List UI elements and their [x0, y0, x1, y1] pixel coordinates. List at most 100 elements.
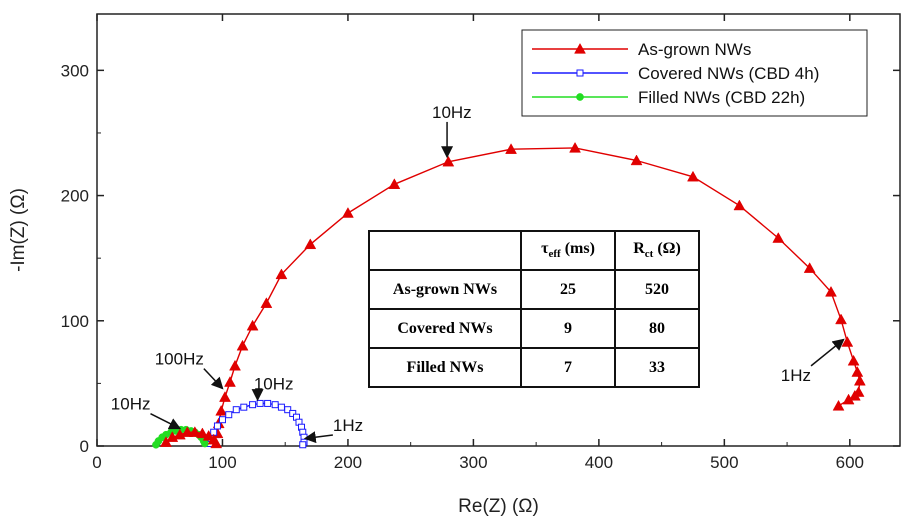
table-cell-tau: 25: [520, 269, 616, 310]
data-point: [687, 170, 699, 182]
table-cell-sample: Filled NWs: [368, 347, 522, 388]
annotation-arrow: [150, 413, 182, 430]
annotation-label: 10Hz: [254, 375, 294, 394]
data-point: [505, 143, 517, 154]
table-cell-sample: As-grown NWs: [368, 269, 522, 310]
data-point: [260, 297, 273, 308]
data-point: [275, 268, 288, 280]
data-point: [246, 319, 259, 331]
data-point: [841, 336, 854, 347]
data-point: [210, 437, 223, 449]
data-point: [181, 426, 194, 437]
annotation-label: 10Hz: [432, 103, 472, 122]
data-point: [188, 426, 201, 437]
data-point: [232, 406, 240, 414]
x-tick-label: 0: [92, 453, 101, 472]
table-cell-rct: 33: [614, 347, 700, 388]
data-point: [733, 199, 746, 211]
table-cell-rct: 80: [614, 308, 700, 349]
annotation-arrow: [303, 431, 333, 444]
data-point: [772, 232, 785, 243]
series-3: [160, 426, 223, 449]
legend-item: Filled NWs (CBD 22h): [532, 88, 805, 107]
data-point: [213, 422, 221, 430]
table-cell-sample: Covered NWs: [368, 308, 522, 349]
y-tick-label: 200: [61, 187, 89, 206]
annotation-label: 100Hz: [155, 350, 204, 369]
legend-marker: [576, 69, 584, 77]
data-point: [299, 441, 307, 449]
data-point: [442, 155, 455, 167]
x-tick-label: 300: [459, 453, 487, 472]
annotation-label: 1Hz: [333, 416, 363, 435]
legend-item: Covered NWs (CBD 4h): [532, 64, 819, 83]
data-point: [215, 404, 228, 416]
legend-item: As-grown NWs: [532, 40, 751, 59]
table-cell-tau: 9: [520, 308, 616, 349]
data-point: [256, 399, 264, 407]
table-row: Covered NWs 9 80: [368, 308, 700, 349]
data-point: [630, 154, 643, 166]
y-tick-label: 100: [61, 312, 89, 331]
data-point: [196, 427, 209, 439]
x-tick-label: 100: [208, 453, 236, 472]
data-point: [832, 399, 845, 411]
table-header-row: τeff (ms) Rct (Ω): [368, 230, 700, 271]
data-point: [219, 391, 231, 402]
annotations: 10Hz 1Hz 100Hz 10Hz 1Hz 10Hz: [111, 103, 845, 444]
legend-marker: [576, 93, 584, 101]
legend-label: As-grown NWs: [638, 40, 751, 59]
series-layer: [152, 141, 866, 449]
data-point: [803, 262, 816, 273]
data-point: [236, 339, 249, 351]
data-point: [225, 411, 233, 419]
x-axis-title: Re(Z) (Ω): [458, 496, 539, 517]
data-point: [229, 359, 241, 371]
y-axis-title: -Im(Z) (Ω): [8, 188, 29, 272]
data-point: [224, 376, 236, 387]
data-point: [825, 285, 837, 297]
x-tick-label: 200: [334, 453, 362, 472]
y-tick-label: 300: [61, 61, 89, 80]
annotation-arrow: [810, 338, 845, 367]
legend: As-grown NWs Covered NWs (CBD 4h) Filled N…: [521, 29, 868, 117]
x-tick-label: 400: [585, 453, 613, 472]
legend-label: Filled NWs (CBD 22h): [638, 88, 805, 107]
data-point: [284, 406, 292, 414]
plot-frame: [96, 13, 901, 447]
table-row: Filled NWs 7 33: [368, 347, 700, 388]
data-point: [240, 403, 248, 411]
data-point: [342, 207, 354, 218]
parameters-table: τeff (ms) Rct (Ω) As-grown NWs 25 520 Co…: [368, 230, 700, 388]
annotation-label: 10Hz: [111, 395, 151, 414]
data-point: [271, 401, 279, 409]
table-cell-rct: 520: [614, 269, 700, 310]
table-header-tau: τeff (ms): [520, 230, 616, 271]
data-point: [388, 178, 401, 189]
data-point: [201, 439, 209, 448]
data-point: [847, 354, 860, 366]
data-point: [569, 141, 581, 153]
data-point: [835, 313, 847, 325]
table-header-rct: Rct (Ω): [614, 230, 700, 271]
data-point: [852, 386, 865, 397]
data-point: [264, 399, 272, 407]
data-point: [277, 403, 285, 411]
data-point: [304, 238, 317, 250]
annotation-arrow: [203, 368, 224, 390]
data-point: [249, 401, 257, 409]
y-tick-label: 0: [80, 437, 89, 456]
table-row: As-grown NWs 25 520: [368, 269, 700, 310]
legend-label: Covered NWs (CBD 4h): [638, 64, 819, 83]
annotation-label: 1Hz: [781, 366, 811, 385]
table-cell-tau: 7: [520, 347, 616, 388]
x-tick-label: 500: [710, 453, 738, 472]
legend-marker: [574, 42, 586, 54]
series-1: [206, 399, 308, 449]
x-tick-label: 600: [836, 453, 864, 472]
data-point: [289, 409, 297, 417]
axes: 0 100 200 300 400 500 600 0 100 200 300: [61, 13, 901, 472]
data-point: [218, 416, 226, 424]
table-header-blank: [368, 230, 522, 271]
